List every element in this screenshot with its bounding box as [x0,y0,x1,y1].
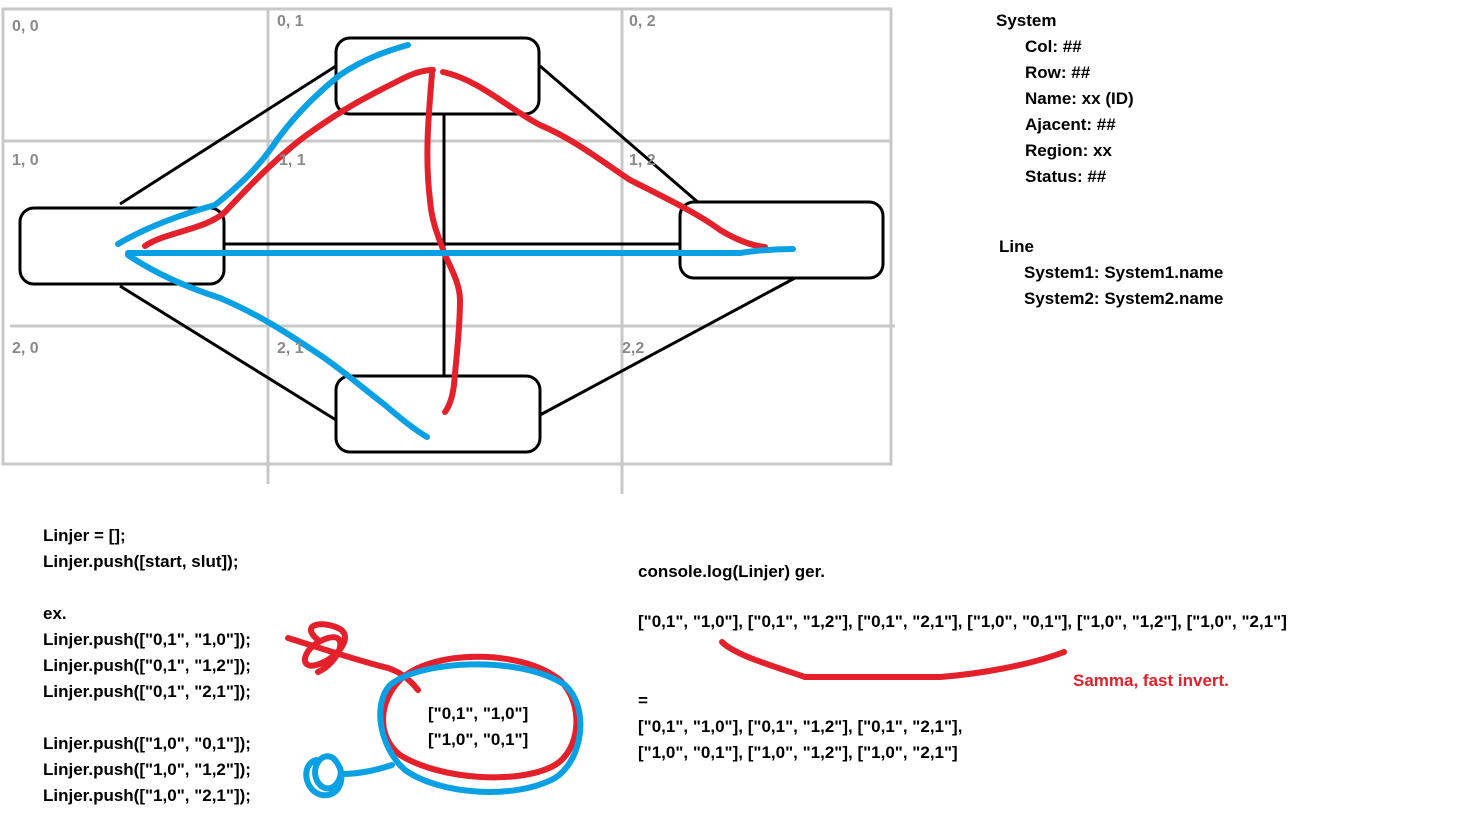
code-line: Linjer.push(["0,1", "2,1"]); [43,682,251,701]
cell-label-1-0: 1, 0 [12,152,39,169]
result-line: ["1,0", "0,1"], ["1,0", "1,2"], ["1,0", … [638,743,958,762]
red-annotations [142,67,1067,781]
code-line: Linjer.push([start, slut]); [43,552,239,571]
system-node-2-1 [334,374,542,454]
grid [1,7,895,494]
line-field: System2: System2.name [1024,289,1224,308]
system-field: Row: ## [1025,63,1091,82]
blue-scribble-lower [303,753,345,799]
red-underline [719,639,1067,680]
blue-route-1-0-to-0-1 [115,42,411,247]
connection-line [539,64,701,206]
connections [119,64,796,422]
connection-line [119,64,337,206]
blue-connector-lower [339,762,395,777]
system-node-1-2 [678,200,885,280]
cell-label-2-2: 2,2 [622,340,645,357]
code-line: Linjer.push(["1,0", "2,1"]); [43,786,251,805]
red-route-1-0-to-0-1 [142,67,436,249]
system-title: System [996,11,1057,30]
code-line: Linjer.push(["0,1", "1,0"]); [43,630,251,649]
cell-label-0-2: 0, 2 [629,13,656,30]
red-ellipse [380,653,580,781]
blue-ellipse [377,661,584,795]
red-route-0-1-to-2-1 [424,71,463,415]
blue-route-1-0-to-2-1 [125,252,430,440]
grid-frame [1,7,893,466]
system-field: Col: ## [1025,37,1082,56]
blue-annotations [115,42,796,799]
code-line: ex. [43,604,67,623]
code-line: Linjer.push(["1,0", "1,2"]); [43,760,251,779]
cell-label-2-1: 2, 1 [277,340,304,357]
red-scribble-upper [302,621,348,675]
blue-route-1-0-to-1-2 [125,246,796,256]
system-field: Ajacent: ## [1025,115,1116,134]
system-node-1-0 [18,206,226,286]
console-title: console.log(Linjer) ger. [638,562,826,581]
equals-sign: = [638,691,648,710]
system-field: Name: xx (ID) [1025,89,1134,108]
red-route-0-1-to-1-2 [440,69,768,250]
console-output: ["0,1", "1,0"], ["0,1", "1,2"], ["0,1", … [638,612,1287,631]
code-line: Linjer = []; [43,526,126,545]
line-field: System1: System1.name [1024,263,1224,282]
cell-label-1-1: 1, 1 [279,152,306,169]
circled-pair-line: ["0,1", "1,0"] [428,704,529,723]
cell-label-2-0: 2, 0 [12,340,39,357]
code-line: Linjer.push(["1,0", "0,1"]); [43,734,251,753]
system-field: Status: ## [1025,167,1107,186]
line-title: Line [999,237,1034,256]
result-line: ["0,1", "1,0"], ["0,1", "1,2"], ["0,1", … [638,717,963,736]
system-field: Region: xx [1025,141,1112,160]
circled-pair-line: ["1,0", "0,1"] [428,730,529,749]
code-line: Linjer.push(["0,1", "1,2"]); [43,656,251,675]
cell-label-1-2: 1, 2 [629,152,656,169]
red-connector-upper [285,635,421,693]
cell-label-0-0: 0, 0 [12,18,39,35]
annotation-text: Samma, fast invert. [1073,671,1229,690]
cell-label-0-1: 0, 1 [277,13,304,30]
connection-line [119,284,337,422]
connection-line [539,276,796,417]
